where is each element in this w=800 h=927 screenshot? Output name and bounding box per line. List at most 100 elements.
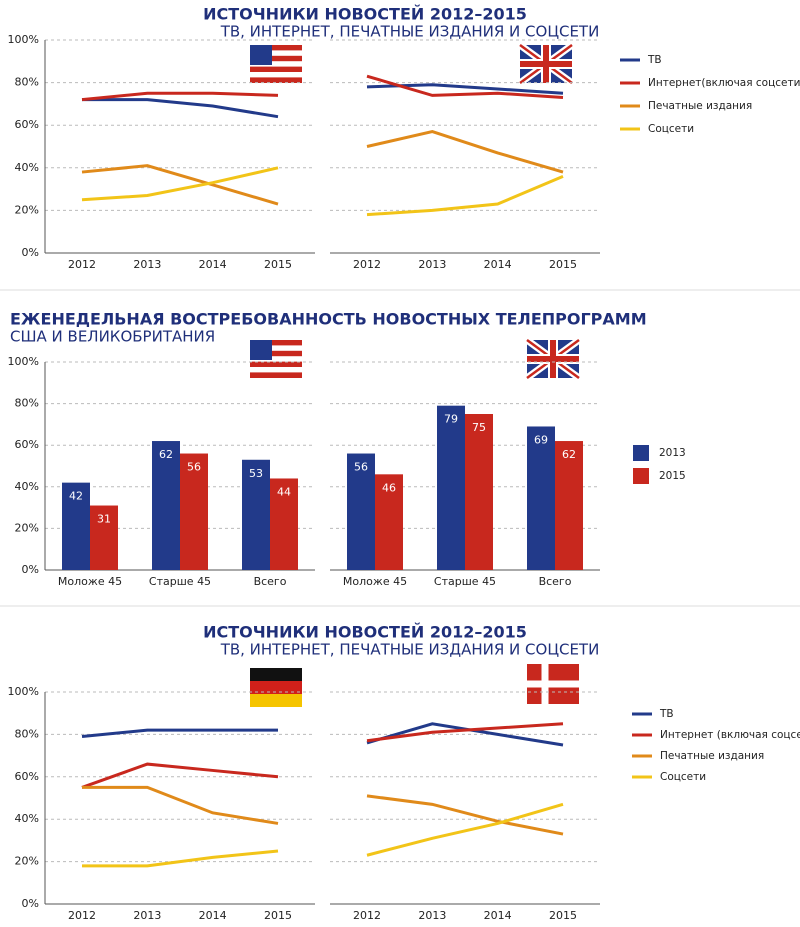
chart-subtitle: США И ВЕЛИКОБРИТАНИЯ — [10, 328, 215, 346]
bar — [375, 474, 403, 570]
x-tick-label: 2013 — [133, 909, 161, 922]
x-tick-label: Моложе 45 — [58, 575, 122, 588]
value-label: 62 — [159, 448, 173, 461]
y-tick-label: 40% — [15, 812, 39, 825]
legend-label: Соцсети — [648, 123, 694, 135]
line-series — [82, 849, 279, 868]
y-tick-label: 40% — [15, 161, 39, 174]
x-tick-label: Старше 45 — [149, 575, 211, 588]
line-series — [82, 98, 279, 119]
line-series — [366, 130, 564, 174]
line-series — [366, 722, 564, 743]
legend-label: Печатные издания — [660, 750, 764, 762]
y-tick-label: 100% — [8, 685, 39, 698]
y-tick-label: 40% — [15, 480, 39, 493]
x-tick-label: Моложе 45 — [343, 575, 407, 588]
legend-label: 2015 — [659, 470, 686, 482]
y-tick-label: 60% — [15, 438, 39, 451]
x-tick-label: 2014 — [484, 909, 512, 922]
bar — [152, 441, 180, 570]
flag-germany — [250, 668, 302, 707]
x-tick-label: 2014 — [199, 909, 227, 922]
x-tick-label: 2012 — [68, 909, 96, 922]
chart-subtitle: ТВ, ИНТЕРНЕТ, ПЕЧАТНЫЕ ИЗДАНИЯ И СОЦСЕТИ — [220, 641, 600, 659]
flag-uk — [524, 337, 582, 381]
line-series — [366, 802, 564, 857]
value-label: 56 — [187, 461, 201, 474]
x-tick-label: 2012 — [353, 258, 381, 271]
legend-swatch — [633, 468, 649, 484]
flag-denmark — [527, 664, 579, 704]
x-tick-label: 2012 — [353, 909, 381, 922]
bar — [465, 414, 493, 570]
flag-usa — [250, 340, 302, 378]
x-tick-label: 2014 — [484, 258, 512, 271]
y-tick-label: 80% — [15, 397, 39, 410]
line-series — [81, 164, 279, 206]
line-series — [81, 166, 279, 202]
x-tick-label: 2015 — [549, 909, 577, 922]
x-tick-label: 2012 — [68, 258, 96, 271]
x-tick-label: 2015 — [549, 258, 577, 271]
legend-label: Соцсети — [660, 771, 706, 783]
y-tick-label: 0% — [22, 246, 39, 259]
y-tick-label: 100% — [8, 33, 39, 46]
x-tick-label: Всего — [254, 575, 287, 588]
x-tick-label: 2014 — [199, 258, 227, 271]
legend-label: Интернет (включая соцсети) — [660, 729, 800, 741]
x-tick-label: 2013 — [418, 258, 446, 271]
value-label: 44 — [277, 485, 291, 498]
value-label: 46 — [382, 481, 396, 494]
x-tick-label: 2013 — [133, 258, 161, 271]
bar — [270, 478, 298, 570]
legend-label: Интернет(включая соцсети) — [648, 77, 800, 89]
chart-title: ЕЖЕНЕДЕЛЬНАЯ ВОСТРЕБОВАННОСТЬ НОВОСТНЫХ … — [10, 310, 647, 329]
x-tick-label: 2015 — [264, 909, 292, 922]
y-tick-label: 0% — [22, 897, 39, 910]
flag-uk — [517, 42, 575, 86]
y-tick-label: 20% — [15, 855, 39, 868]
bar — [555, 441, 583, 570]
line-series — [366, 174, 564, 217]
value-label: 69 — [534, 433, 548, 446]
value-label: 53 — [249, 467, 263, 480]
line-series — [366, 794, 564, 836]
value-label: 75 — [472, 421, 486, 434]
y-tick-label: 100% — [8, 355, 39, 368]
bar — [62, 482, 90, 570]
legend-label: ТВ — [659, 708, 674, 720]
line-series — [366, 74, 564, 100]
x-tick-label: 2015 — [264, 258, 292, 271]
legend-label: ТВ — [647, 54, 662, 66]
legend-label: Печатные издания — [648, 100, 752, 112]
value-label: 79 — [444, 413, 458, 426]
bar — [527, 426, 555, 570]
bar — [180, 453, 208, 570]
chart-title: ИСТОЧНИКИ НОВОСТЕЙ 2012–2015 — [203, 5, 527, 24]
value-label: 56 — [354, 461, 368, 474]
y-tick-label: 80% — [15, 76, 39, 89]
value-label: 42 — [69, 490, 83, 503]
chart-title: ИСТОЧНИКИ НОВОСТЕЙ 2012–2015 — [203, 623, 527, 642]
line-series — [81, 728, 278, 739]
legend-swatch — [633, 445, 649, 461]
y-tick-label: 60% — [15, 118, 39, 131]
chart-subtitle: ТВ, ИНТЕРНЕТ, ПЕЧАТНЫЕ ИЗДАНИЯ И СОЦСЕТИ — [220, 23, 600, 41]
bar — [347, 453, 375, 570]
line-series — [81, 91, 279, 102]
value-label: 31 — [97, 513, 111, 526]
bar — [90, 505, 118, 570]
y-tick-label: 20% — [15, 203, 39, 216]
legend-label: 2013 — [659, 447, 686, 459]
bar — [437, 405, 465, 570]
x-tick-label: 2013 — [418, 909, 446, 922]
x-tick-label: Старше 45 — [434, 575, 496, 588]
x-tick-label: Всего — [539, 575, 572, 588]
bar — [242, 459, 270, 570]
y-tick-label: 80% — [15, 727, 39, 740]
y-tick-label: 60% — [15, 770, 39, 783]
line-series — [81, 762, 279, 789]
line-series — [82, 785, 279, 825]
value-label: 62 — [562, 448, 576, 461]
